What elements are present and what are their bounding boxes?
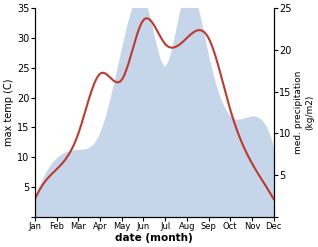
Y-axis label: med. precipitation
(kg/m2): med. precipitation (kg/m2) xyxy=(294,71,314,154)
Y-axis label: max temp (C): max temp (C) xyxy=(4,79,14,146)
X-axis label: date (month): date (month) xyxy=(115,233,193,243)
